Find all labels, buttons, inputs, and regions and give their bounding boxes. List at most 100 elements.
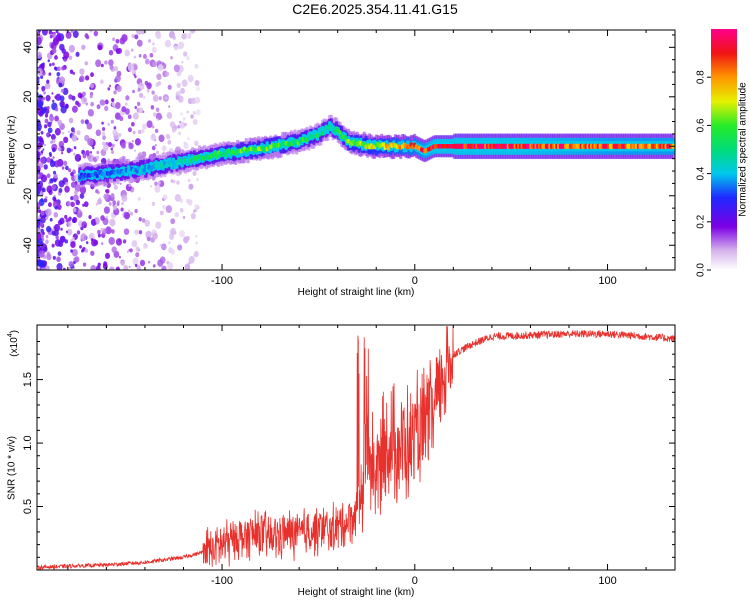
noise-speckle [51,92,54,95]
noise-speckle [81,96,88,105]
noise-speckle [125,95,130,101]
noise-speckle [65,165,69,171]
colorbar-tick-label: 0.0 [696,263,707,277]
noise-speckle [108,59,114,67]
noise-speckle [167,84,172,90]
noise-speckle [63,160,68,166]
noise-speckle [37,135,40,143]
noise-speckle [89,83,95,89]
noise-speckle [183,141,187,146]
noise-speckle [76,130,81,136]
noise-speckle [169,121,175,128]
noise-speckle [159,243,162,247]
noise-speckle [85,241,89,245]
noise-speckle [70,249,73,253]
noise-speckle [77,92,83,99]
colorbar-tick-label: 0.8 [696,70,707,84]
noise-speckle [158,134,165,143]
ridge-cell [386,145,391,151]
noise-speckle [161,245,165,249]
ridge-cell [215,154,219,159]
colorbar-tick-label: 0.6 [696,118,707,132]
noise-speckle [81,91,86,97]
noise-speckle [45,234,49,239]
noise-speckle [37,259,44,268]
noise-speckle [161,145,167,152]
noise-speckle [67,130,70,134]
noise-speckle [69,69,74,75]
noise-speckle [90,265,97,270]
y-tick-label: -40 [22,237,34,253]
noise-speckle [45,195,48,200]
noise-speckle [40,150,44,154]
noise-speckle [108,236,115,245]
noise-speckle [96,104,101,110]
noise-speckle [192,119,198,126]
noise-speckle [53,173,58,179]
noise-speckle [66,228,73,236]
noise-speckle [60,227,63,231]
noise-speckle [53,229,59,237]
noise-speckle [134,75,137,79]
y-tick-label: 1.0 [22,435,34,450]
noise-speckle [62,87,69,96]
noise-speckle [42,96,45,101]
noise-speckle [156,118,159,122]
noise-speckle [170,56,173,60]
noise-speckle [138,217,142,222]
noise-speckle [187,199,193,206]
noise-speckle [140,83,143,86]
noise-speckle [88,232,95,241]
noise-speckle [54,223,61,232]
noise-speckle [43,198,48,203]
noise-speckle [166,112,173,120]
noise-speckle [128,142,134,150]
noise-speckle [45,239,49,245]
noise-speckle [172,35,176,40]
noise-speckle [54,107,59,112]
noise-speckle [53,170,57,175]
noise-speckle [173,45,179,51]
noise-speckle [134,138,141,146]
noise-speckle [70,196,74,201]
y-tick-label: 20 [22,91,34,103]
noise-speckle [48,72,52,76]
noise-speckle [155,107,160,112]
noise-speckle [37,76,40,81]
noise-speckle [132,257,139,266]
noise-speckle [62,267,66,270]
noise-speckle [110,147,113,151]
noise-speckle [37,119,41,127]
noise-speckle [51,243,55,248]
noise-speckle [38,139,45,146]
noise-speckle [58,76,66,85]
noise-speckle [53,66,57,70]
noise-speckle [82,203,85,207]
noise-speckle [52,156,55,159]
noise-speckle [129,248,133,253]
noise-speckle [68,117,74,124]
x-tick-label: -100 [211,275,233,287]
noise-speckle [95,129,101,137]
noise-speckle [59,43,65,51]
noise-speckle [84,33,89,39]
x-axis-label: Height of straight line (km) [298,587,415,598]
noise-speckle [146,82,152,90]
noise-speckle [49,133,52,137]
x-tick-label: -100 [211,575,233,587]
noise-speckle [152,42,155,46]
noise-speckle [60,88,65,93]
noise-speckle [108,84,112,88]
noise-speckle [134,229,139,235]
ridge-cell [140,165,144,170]
noise-speckle [48,30,53,35]
noise-speckle [72,132,75,135]
noise-speckle [75,51,80,57]
noise-speckle [127,63,135,72]
noise-speckle [37,180,44,188]
noise-speckle [104,60,108,65]
noise-speckle [162,204,166,210]
noise-speckle [100,63,104,68]
noise-speckle [68,168,72,173]
y-tick-label: 1.5 [22,372,34,387]
